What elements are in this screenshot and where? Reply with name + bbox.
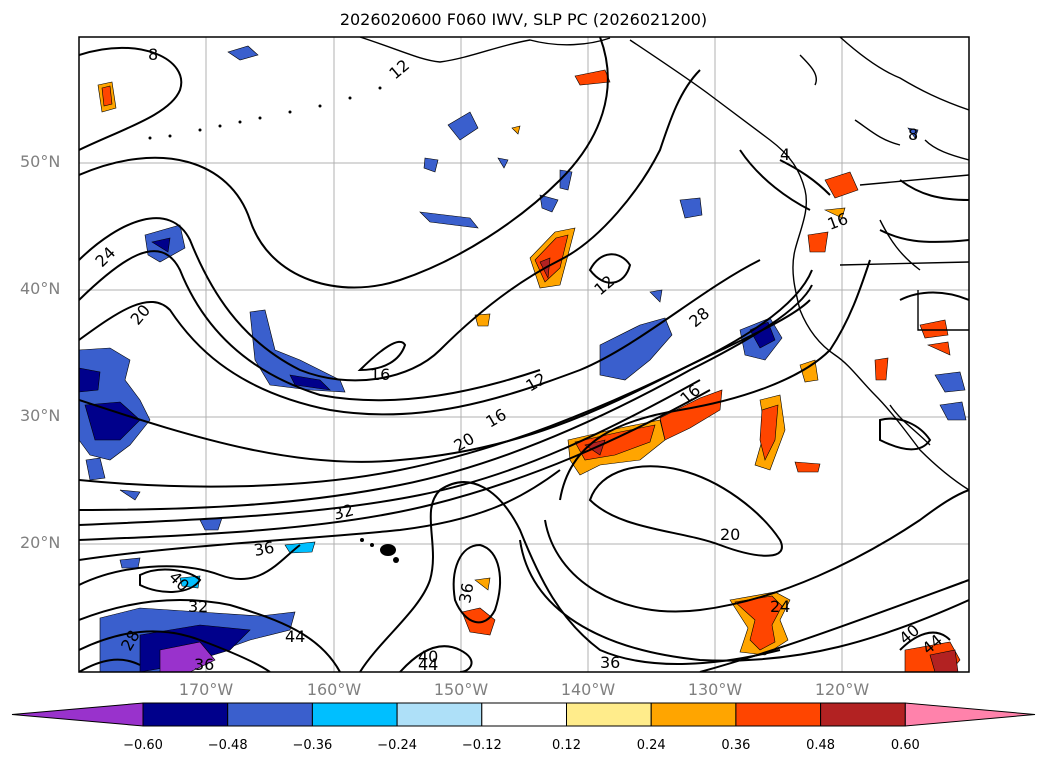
colorbar-tick-label: 0.60 <box>890 738 920 753</box>
contour-label: 20 <box>720 525 740 544</box>
hawaii-islands <box>360 538 399 563</box>
contour-label: 8 <box>148 45 158 64</box>
colorbar-extend-high <box>904 702 1036 727</box>
colorbar-tick-label: −0.48 <box>207 738 248 753</box>
colorbar-tick-label: 0.48 <box>806 738 836 753</box>
lon-label: 140°W <box>560 680 616 699</box>
lat-label: 50°N <box>20 152 61 171</box>
contour-label: 24 <box>91 243 119 271</box>
gridlines <box>79 37 969 672</box>
colorbar-segment <box>820 702 906 727</box>
colorbar-extend-low <box>11 702 144 727</box>
colorbar-tick-label: −0.12 <box>461 738 502 753</box>
contour-label: 16 <box>370 365 390 384</box>
lon-label: 160°W <box>306 680 362 699</box>
contour-label: 8 <box>908 125 918 144</box>
contour-label: 36 <box>194 655 214 674</box>
contour-label: 20 <box>127 301 155 329</box>
colorbar-segment <box>650 702 737 727</box>
contour-label: 4 <box>780 145 790 164</box>
contour-label: 24 <box>770 597 790 616</box>
contour-label: 12 <box>523 369 550 396</box>
contour-label: 36 <box>455 581 477 604</box>
contour-label: 28 <box>685 303 713 331</box>
contour-label: 44 <box>418 655 438 674</box>
contour-label: 44 <box>285 627 305 646</box>
contour-label: 36 <box>252 538 275 560</box>
map-title: 2026020600 F060 IWV, SLP PC (2026021200) <box>339 10 708 29</box>
lat-label: 40°N <box>20 279 61 298</box>
lon-label: 120°W <box>814 680 870 699</box>
contour-label: 40 <box>418 647 438 666</box>
contour-label: 16 <box>825 209 851 234</box>
colorbar-segment <box>227 702 313 727</box>
colorbar-tick-label: 0.36 <box>721 738 751 753</box>
lat-label: 20°N <box>20 533 61 552</box>
colorbar-tick-label: −0.60 <box>123 738 163 753</box>
lon-label: 170°W <box>178 680 234 699</box>
colorbar-tick-label: −0.24 <box>377 738 418 753</box>
aleutian-islands <box>148 86 382 140</box>
contour-label: 32 <box>188 597 208 616</box>
slp-contours <box>79 37 969 672</box>
colorbar-segment <box>396 702 483 727</box>
lon-label: 130°W <box>687 680 743 699</box>
lon-label: 150°W <box>433 680 489 699</box>
colorbar-tick-label: −0.36 <box>292 738 333 753</box>
colorbar-segment <box>735 702 822 727</box>
colorbar-tick-label: 0.12 <box>552 738 581 753</box>
colorbar-segment <box>481 702 567 727</box>
positive-anomaly-fills <box>97 69 961 672</box>
colorbar-segment <box>142 702 229 727</box>
colorbar-segment <box>566 702 652 727</box>
plot-frame <box>78 36 970 673</box>
lat-label: 30°N <box>20 406 61 425</box>
contour-label: 32 <box>331 500 356 524</box>
contour-label: 16 <box>483 405 510 432</box>
contour-label: 36 <box>600 653 620 672</box>
colorbar-tick-label: 0.24 <box>636 738 666 753</box>
negative-anomaly-fills <box>79 45 967 672</box>
colorbar-segment <box>311 702 398 727</box>
colorbar <box>11 702 1036 727</box>
contour-label: 12 <box>385 55 413 83</box>
